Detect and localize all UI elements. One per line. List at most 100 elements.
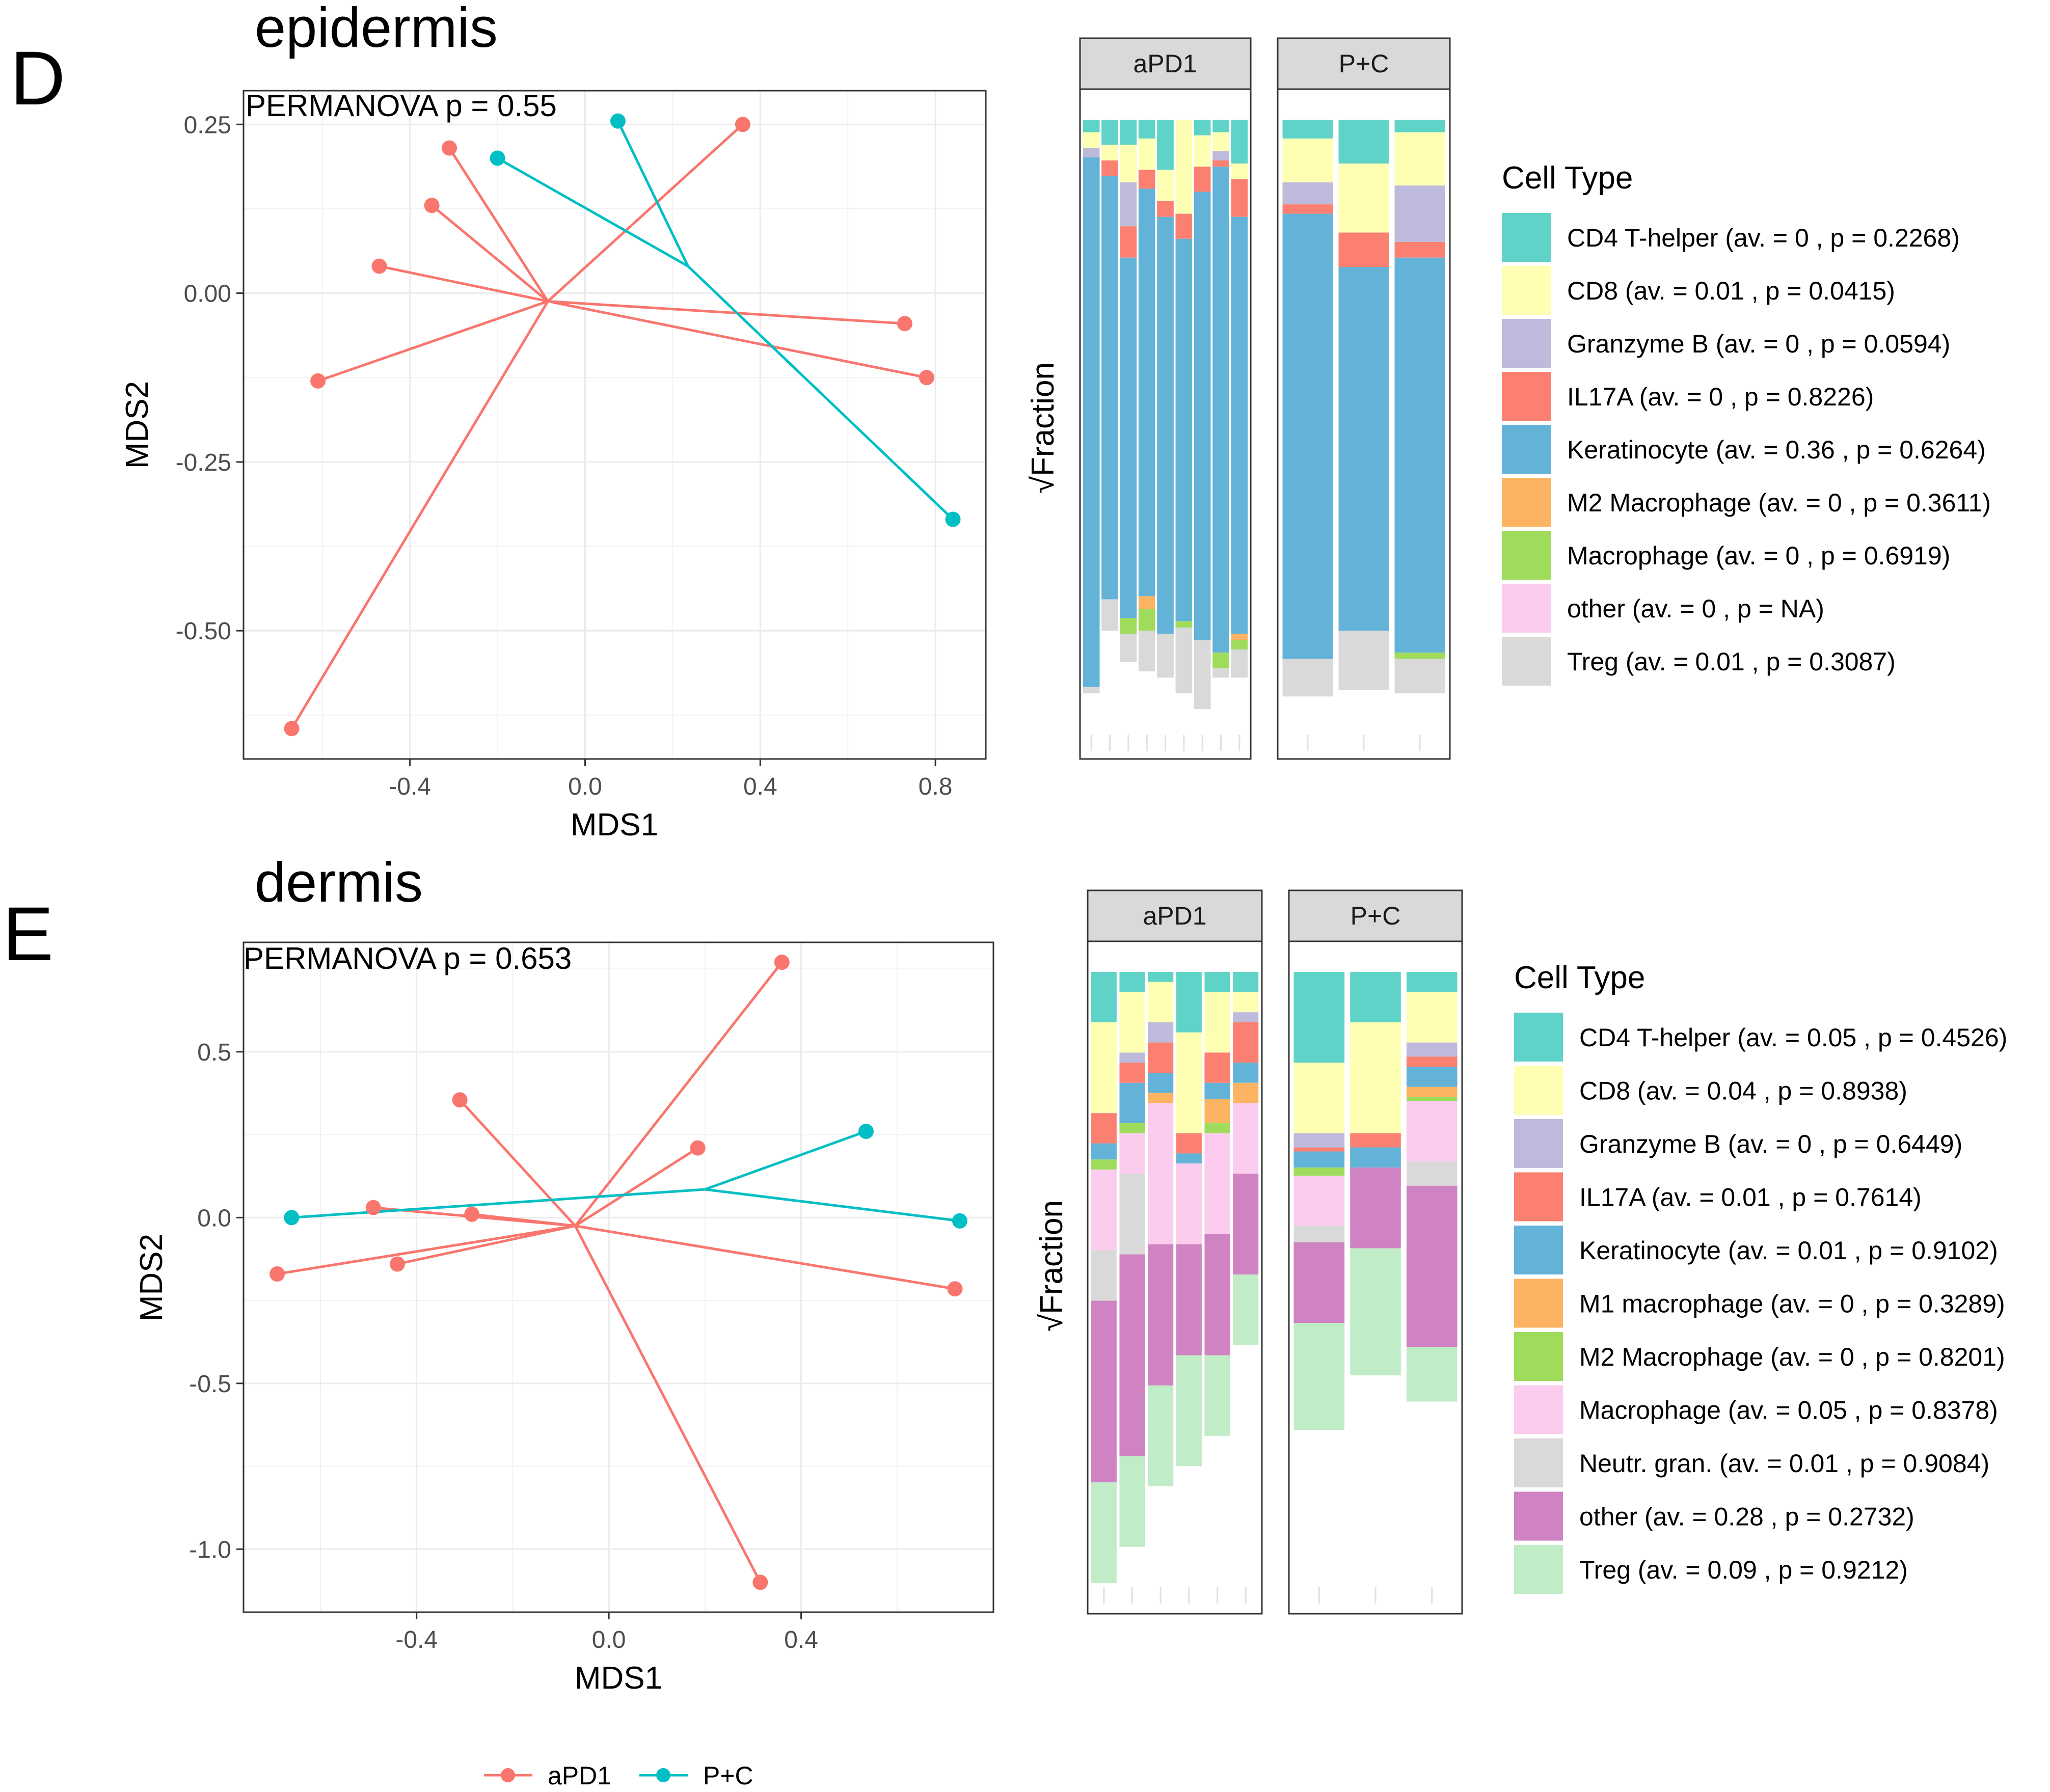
- legend-swatch: [1514, 1119, 1563, 1168]
- bar-segment-cd4-t-helper: [1083, 120, 1100, 132]
- legend-label: Macrophage (av. = 0 , p = 0.6919): [1567, 541, 1950, 570]
- bar-segment-cd4-t-helper: [1119, 972, 1145, 992]
- stacked-bars: [1091, 972, 1458, 1604]
- composition-bars-dermis: aPD1 P+C √Fraction: [1034, 889, 1463, 1615]
- bar-segment-treg: [1406, 1347, 1458, 1402]
- bar-segment-macrophage: [1120, 618, 1137, 634]
- bar-segment-m2-macrophage: [1231, 634, 1248, 640]
- y-tick-label: -1.0: [189, 1536, 231, 1563]
- bar-segment-neutr-gran-: [1293, 1226, 1345, 1242]
- spoke-apd1: [574, 961, 783, 1227]
- bar-segment-granzyme-b: [1406, 1042, 1458, 1057]
- bar-segment-granzyme-b: [1083, 148, 1100, 157]
- fraction-label: Fraction: [1026, 362, 1061, 476]
- point-p-c: [610, 113, 626, 129]
- bar-segment-keratinocyte: [1176, 1153, 1202, 1164]
- point-p-c: [952, 1213, 967, 1229]
- permanova-label: PERMANOVA p = 0.653: [244, 941, 572, 975]
- panel-d: D epidermis -0.4 0.0 0.4 0.8 -0.50 -0.25 0.00 0…: [10, 0, 1991, 843]
- bar-segment-granzyme-b: [1212, 151, 1229, 160]
- bar-segment-cd8: [1282, 138, 1333, 183]
- legend-swatch: [1502, 213, 1551, 262]
- bar-segment-macrophage: [1119, 1133, 1145, 1174]
- bar-segment-cd8: [1083, 132, 1100, 148]
- legend-items: CD4 T-helper (av. = 0.05 , p = 0.4526) CD…: [1514, 1013, 2007, 1594]
- panel-letter-d: D: [10, 35, 65, 121]
- legend-label: other (av. = 0.28 , p = 0.2732): [1579, 1503, 1914, 1531]
- legend-label: Granzyme B (av. = 0 , p = 0.0594): [1567, 330, 1950, 358]
- legend-swatch: [1502, 319, 1551, 368]
- bar-segment-granzyme-b: [1119, 1052, 1145, 1063]
- bar-segment-il17a: [1293, 1147, 1345, 1152]
- composition-bars-epidermis: aPD1 P+C √Fraction: [1026, 37, 1451, 760]
- point-apd1: [365, 1200, 381, 1215]
- bar-segment-granzyme-b: [1394, 185, 1445, 242]
- bar-segment-keratinocyte: [1119, 1082, 1145, 1124]
- facet-label-pc: P+C: [1339, 49, 1389, 78]
- bar-segment-cd4-t-helper: [1194, 120, 1211, 135]
- bar-segment-il17a: [1282, 204, 1333, 214]
- legend-swatch: [1514, 1066, 1563, 1115]
- y-axis-label: MDS2: [134, 1234, 169, 1321]
- legend-label: M2 Macrophage (av. = 0 , p = 0.8201): [1579, 1343, 2005, 1371]
- bar-segment-m1-macrophage: [1406, 1087, 1458, 1097]
- y-tick-label: -0.50: [176, 618, 231, 645]
- bar-segment-cd8: [1119, 992, 1145, 1053]
- bar-segment-cd4-t-helper: [1148, 972, 1174, 982]
- bar-segment-macrophage: [1293, 1176, 1345, 1227]
- fraction-label: Fraction: [1034, 1200, 1069, 1314]
- bar-segment-cd4-t-helper: [1233, 972, 1259, 992]
- bar-segment-other: [1350, 1167, 1401, 1248]
- bar-segment-other: [1176, 1244, 1202, 1355]
- bar-segment-macrophage: [1176, 1163, 1202, 1244]
- point-apd1: [371, 258, 387, 274]
- bar-segment-cd8: [1231, 164, 1248, 179]
- plot-border: [242, 941, 994, 1613]
- bar-segment-il17a: [1338, 232, 1389, 267]
- point-apd1: [735, 117, 750, 132]
- legend-label: Keratinocyte (av. = 0.01 , p = 0.9102): [1579, 1236, 1998, 1265]
- point-p-c: [284, 1210, 300, 1226]
- point-p-c: [490, 150, 505, 166]
- spoke-apd1: [431, 204, 549, 303]
- bar-segment-treg: [1176, 1355, 1202, 1467]
- bar-segment-cd8: [1148, 982, 1174, 1023]
- bar-segment-il17a: [1101, 160, 1118, 176]
- bar-segment-cd4-t-helper: [1204, 972, 1230, 992]
- legend-swatch: [1502, 637, 1551, 686]
- sample-points: [269, 955, 967, 1590]
- bar-segment-granzyme-b: [1148, 1022, 1174, 1043]
- facet-label-pc: P+C: [1351, 902, 1401, 930]
- bar-segment-treg: [1231, 649, 1248, 678]
- y-axis-label-stack: √Fraction: [1026, 362, 1061, 494]
- bar-segment-treg: [1119, 1456, 1145, 1547]
- bar-segment-il17a: [1138, 170, 1155, 189]
- bar-segment-cd8: [1293, 1063, 1345, 1133]
- point-apd1: [690, 1140, 706, 1156]
- y-axis-label-stack: √Fraction: [1034, 1200, 1069, 1332]
- bar-segment-keratinocyte: [1148, 1073, 1174, 1093]
- stacked-bars: [1083, 120, 1445, 751]
- bar-segment-treg: [1194, 640, 1211, 709]
- bar-segment-cd8: [1204, 992, 1230, 1053]
- legend-items: CD4 T-helper (av. = 0 , p = 0.2268) CD8 (…: [1502, 213, 1991, 686]
- bar-segment-keratinocyte: [1231, 216, 1248, 634]
- point-apd1: [464, 1206, 480, 1222]
- facet-label-apd1: aPD1: [1133, 49, 1197, 78]
- legend-swatch: [1514, 1279, 1563, 1328]
- sqrt-symbol: √: [1034, 1314, 1069, 1332]
- group-legend: aPD1 P+C: [484, 1761, 753, 1790]
- spoke-p-c: [705, 1188, 960, 1223]
- legend-title: Cell Type: [1502, 160, 1633, 196]
- spoke-p-c: [704, 1130, 867, 1191]
- point-apd1: [442, 140, 457, 156]
- legend-label: CD8 (av. = 0.01 , p = 0.0415): [1567, 277, 1895, 305]
- legend-label: M2 Macrophage (av. = 0 , p = 0.3611): [1567, 488, 1991, 517]
- y-tick-label: -0.5: [189, 1371, 231, 1398]
- bar-segment-keratinocyte: [1293, 1151, 1345, 1168]
- bar-segment-other: [1233, 1174, 1259, 1275]
- legend-swatch: [1502, 584, 1551, 633]
- bar-segment-cd4-t-helper: [1350, 972, 1401, 1023]
- bar-segment-cd8: [1394, 132, 1445, 186]
